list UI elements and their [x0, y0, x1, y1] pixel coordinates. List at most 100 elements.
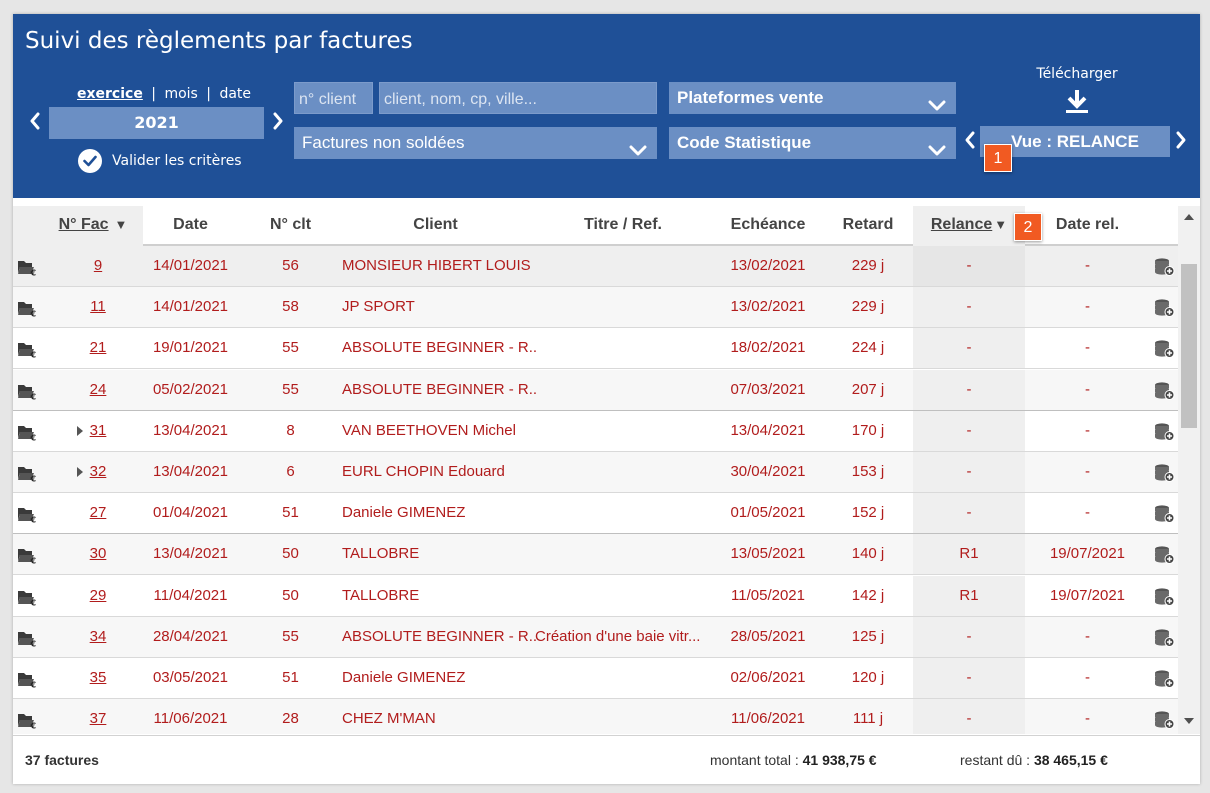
period-mode-switch: exercice | mois | date	[77, 86, 251, 102]
main-panel: Suivi des règlements par factures exerci…	[13, 14, 1200, 784]
reminder-level: R1	[913, 534, 1025, 575]
download-icon	[1066, 90, 1088, 113]
table-row[interactable]: €9 14/01/2021 56 MONSIEUR HIBERT LOUIS 13/02…	[13, 246, 1178, 287]
invoice-number-link[interactable]: 27	[89, 504, 107, 522]
folder-euro-icon[interactable]: €	[17, 629, 37, 651]
table-row[interactable]: €27 01/04/2021 51 Daniele GIMENEZ 01/05/2021…	[13, 493, 1178, 535]
title-ref	[535, 287, 720, 327]
download-button[interactable]: Télécharger	[1029, 66, 1125, 114]
prev-year-icon[interactable]	[26, 111, 44, 137]
next-year-icon[interactable]	[269, 111, 287, 137]
coins-add-icon[interactable]	[1153, 628, 1175, 652]
folder-euro-icon[interactable]: €	[17, 340, 37, 362]
title-ref	[535, 493, 720, 533]
folder-euro-icon[interactable]: €	[17, 299, 37, 321]
col-header-fac[interactable]: N° Fac ▼	[43, 206, 143, 246]
col-header-reminder[interactable]: Relance ▼	[913, 206, 1025, 246]
folder-euro-icon[interactable]: €	[17, 588, 37, 610]
invoice-status-select[interactable]: Factures non soldées	[294, 127, 657, 159]
invoice-date: 03/05/2021	[152, 669, 229, 686]
invoice-number-link[interactable]: 11	[90, 298, 106, 316]
coins-add-icon[interactable]	[1153, 257, 1175, 281]
col-header-fac-label: N° Fac	[58, 216, 109, 233]
reminder-date: 19/07/2021	[1049, 586, 1126, 604]
client-number-input[interactable]	[299, 85, 368, 115]
coins-add-icon[interactable]	[1153, 669, 1175, 693]
chevron-down-icon	[928, 136, 946, 168]
next-view-icon[interactable]	[1172, 130, 1190, 156]
invoice-number-link[interactable]: 29	[89, 586, 107, 604]
coins-add-icon[interactable]	[1153, 463, 1175, 487]
caret-right-icon[interactable]	[77, 467, 83, 477]
invoice-number-link[interactable]: 9	[93, 257, 103, 274]
coins-add-icon[interactable]	[1153, 298, 1175, 322]
coins-add-icon[interactable]	[1153, 504, 1175, 528]
stat-code-select[interactable]: Code Statistique	[669, 127, 956, 159]
mode-mois[interactable]: mois	[164, 86, 198, 102]
client-name: MONSIEUR HIBERT LOUIS	[342, 257, 531, 274]
coins-add-icon[interactable]	[1153, 339, 1175, 363]
title-ref: Création d'une baie vitr...	[535, 627, 701, 645]
invoice-number-link[interactable]: 37	[89, 710, 107, 728]
client-number: 55	[282, 339, 299, 357]
table-row[interactable]: €37 11/06/2021 28 CHEZ M'MAN 11/06/2021 111 j…	[13, 699, 1178, 734]
client-name: VAN BEETHOVEN Michel	[342, 421, 516, 439]
invoice-number-link[interactable]: 21	[89, 339, 107, 357]
coins-add-icon[interactable]	[1153, 381, 1175, 405]
mode-exercice[interactable]: exercice	[77, 86, 143, 102]
reminder-level: -	[913, 452, 1025, 492]
table-row[interactable]: €29 11/04/2021 50 TALLOBRE 11/05/2021 142 j R1…	[13, 575, 1178, 617]
due-date: 07/03/2021	[730, 380, 806, 398]
folder-euro-icon[interactable]: €	[17, 546, 37, 568]
reminder-level: -	[913, 246, 1025, 286]
title-ref	[535, 699, 720, 734]
reminder-level: -	[913, 328, 1025, 369]
table-row[interactable]: €35 03/05/2021 51 Daniele GIMENEZ 02/06/2021…	[13, 658, 1178, 699]
folder-euro-icon[interactable]: €	[17, 711, 37, 733]
client-number-field[interactable]	[294, 82, 373, 115]
year-selector[interactable]: 2021	[49, 107, 264, 139]
client-search-input[interactable]	[384, 85, 652, 115]
coins-add-icon[interactable]	[1153, 710, 1175, 734]
folder-euro-icon[interactable]: €	[17, 382, 37, 404]
client-number: 55	[282, 380, 299, 398]
invoice-date: 13/04/2021	[152, 545, 229, 563]
reminder-date: -	[1085, 257, 1090, 274]
table-row[interactable]: €32 13/04/2021 6 EURL CHOPIN Edouard 30/04/2…	[13, 452, 1178, 493]
validate-criteria-button[interactable]: Valider les critères	[78, 148, 242, 174]
folder-euro-icon[interactable]: €	[17, 464, 37, 486]
client-name: Daniele GIMENEZ	[342, 504, 466, 522]
vertical-scrollbar[interactable]	[1178, 206, 1200, 734]
col-header-due-date: Echéance	[730, 216, 806, 233]
folder-euro-icon[interactable]: €	[17, 670, 37, 692]
table-row[interactable]: €11 14/01/2021 58 JP SPORT 13/02/2021 229 j - -	[13, 287, 1178, 329]
coins-add-icon[interactable]	[1153, 422, 1175, 446]
prev-view-icon[interactable]	[961, 130, 979, 156]
invoice-number-link[interactable]: 31	[89, 421, 107, 439]
invoice-number-link[interactable]: 24	[89, 380, 107, 398]
mode-date[interactable]: date	[219, 86, 252, 102]
due-date: 02/06/2021	[730, 669, 806, 686]
scroll-up-icon[interactable]	[1184, 214, 1194, 220]
folder-euro-icon[interactable]: €	[17, 423, 37, 445]
table-row[interactable]: €30 13/04/2021 50 TALLOBRE 13/05/2021 140 j R1…	[13, 534, 1178, 576]
table-row[interactable]: €34 28/04/2021 55 ABSOLUTE BEGINNER - R... C…	[13, 616, 1178, 658]
coins-add-icon[interactable]	[1153, 545, 1175, 569]
invoice-number-link[interactable]: 32	[89, 463, 107, 480]
scroll-down-icon[interactable]	[1184, 718, 1194, 724]
platforms-select[interactable]: Plateformes vente	[669, 82, 956, 114]
client-search-field[interactable]	[379, 82, 657, 115]
invoice-number-link[interactable]: 34	[89, 627, 107, 645]
folder-euro-icon[interactable]: €	[17, 505, 37, 527]
invoice-number-link[interactable]: 35	[89, 669, 107, 686]
scroll-thumb[interactable]	[1181, 264, 1197, 428]
invoice-number-link[interactable]: 30	[89, 545, 107, 563]
caret-right-icon[interactable]	[77, 425, 83, 436]
table-row[interactable]: €21 19/01/2021 55 ABSOLUTE BEGINNER - R... 1…	[13, 328, 1178, 370]
col-header-date: Date	[173, 216, 208, 233]
table-row[interactable]: €24 05/02/2021 55 ABSOLUTE BEGINNER - R... 0…	[13, 369, 1178, 411]
coins-add-icon[interactable]	[1153, 587, 1175, 611]
folder-euro-icon[interactable]: €	[17, 258, 37, 280]
table-row[interactable]: €31 13/04/2021 8 VAN BEETHOVEN Michel 13/04/…	[13, 410, 1178, 452]
delay-days: 224 j	[851, 339, 885, 357]
